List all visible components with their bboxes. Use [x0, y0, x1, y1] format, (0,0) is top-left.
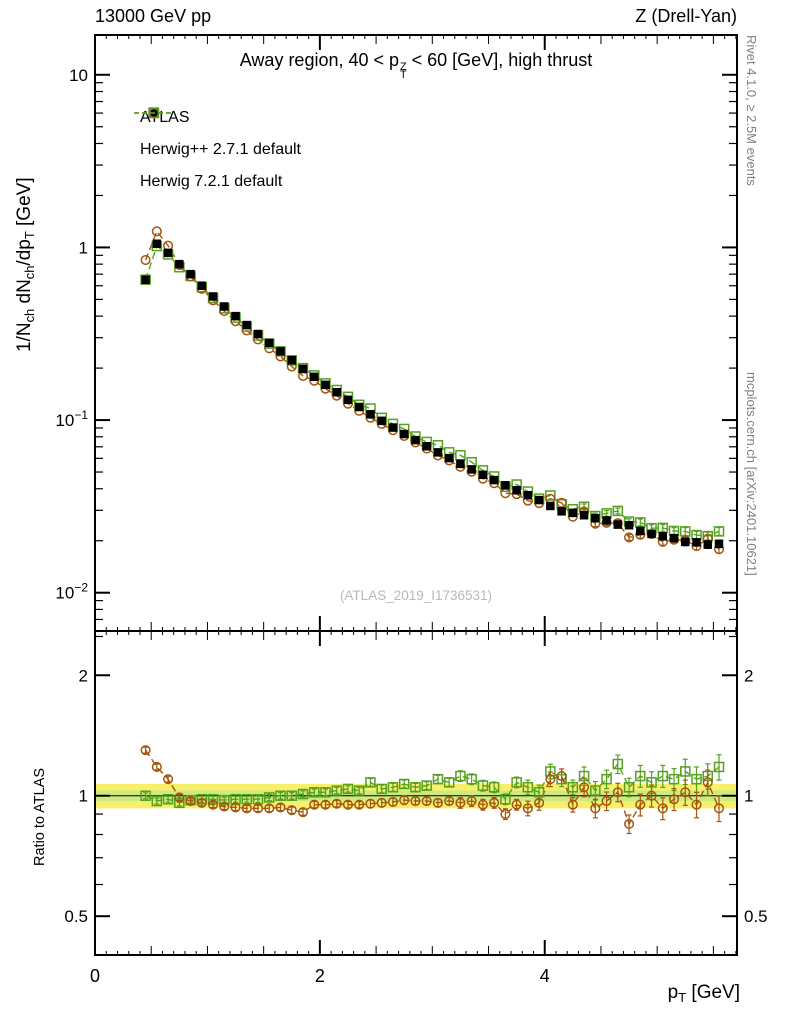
- legend-item-herwig7: Herwig 7.2.1 default: [132, 107, 301, 198]
- svg-text:0: 0: [90, 966, 100, 986]
- open-square-dashed-marker-icon: [134, 107, 174, 119]
- x-axis-label: pT [GeV]: [667, 982, 740, 1006]
- ratio-y-axis-label: Ratio to ATLAS: [32, 767, 48, 866]
- legend: ATLAS Herwig++ 2.7.1 default Herwig 7.2.…: [132, 102, 301, 198]
- svg-text:10: 10: [69, 66, 88, 85]
- svg-text:10−1: 10−1: [55, 408, 88, 430]
- process-info: Z (Drell-Yan): [635, 6, 737, 26]
- svg-text:1: 1: [79, 787, 88, 806]
- svg-text:1: 1: [744, 787, 753, 806]
- rivet-version-note: Rivet 4.1.0, ≥ 2.5M events: [744, 35, 759, 186]
- svg-text:2: 2: [315, 966, 325, 986]
- plot-header: 13000 GeV pp Z (Drell-Yan): [95, 6, 737, 27]
- beam-info: 13000 GeV pp: [95, 6, 212, 26]
- panel-title-text: Away region, 40 < p: [239, 50, 400, 70]
- mcplots-reference-note: mcplots.cern.ch [arXiv:2401.10621]: [744, 372, 759, 576]
- main-y-axis-label: 1/Nch dNch/dpT [GeV]: [14, 177, 38, 352]
- svg-text:10−2: 10−2: [55, 581, 88, 603]
- legend-item-herwigpp: Herwig++ 2.7.1 default: [132, 107, 301, 166]
- svg-text:4: 4: [540, 966, 550, 986]
- analysis-watermark: (ATLAS_2019_I1736531): [339, 588, 493, 603]
- svg-text:2: 2: [79, 666, 88, 685]
- panel-title-text-2: < 60 [GeV], high thrust: [406, 50, 593, 70]
- svg-text:2: 2: [744, 666, 753, 685]
- legend-label: Herwig++ 2.7.1 default: [140, 141, 301, 158]
- svg-text:0.5: 0.5: [744, 907, 768, 926]
- svg-text:0.5: 0.5: [64, 907, 88, 926]
- svg-text:1: 1: [79, 238, 88, 257]
- legend-label: Herwig 7.2.1 default: [140, 173, 283, 190]
